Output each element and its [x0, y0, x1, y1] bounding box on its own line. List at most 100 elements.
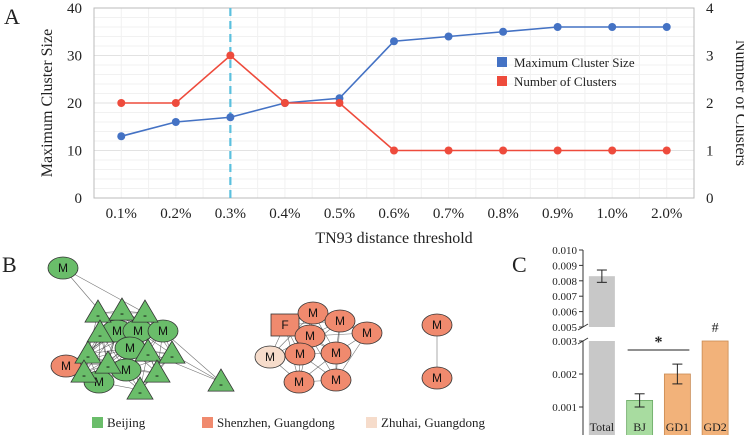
point-num-clusters: [499, 146, 508, 155]
panel-label-a: A: [4, 4, 20, 29]
significance-star: *: [655, 334, 663, 351]
node-shape: [147, 319, 179, 343]
legend-swatch-max-cluster: [497, 57, 507, 67]
axis-ticks: 0 10 20 30 40 0 1 2 3 4 0.1% 0.2% 0.3% 0.4% 0.5% 0.6% 0.…: [67, 1, 714, 222]
y-tick-label: 0: [75, 191, 83, 207]
node-label: M: [125, 341, 135, 355]
x-tick-label: Total: [590, 420, 615, 434]
legend-swatch-beijing: [92, 417, 103, 428]
point-num-clusters: [226, 51, 235, 60]
y-tick-label: 0.005: [552, 322, 577, 334]
point-max-cluster: [226, 113, 235, 122]
chart-series: [117, 23, 671, 155]
node-shape: [283, 370, 315, 394]
network-legend: Beijing Shenzhen, Guangdong Zhuhai, Guan…: [92, 415, 485, 430]
node-shape: [47, 256, 79, 280]
legend-label-shenzhen: Shenzhen, Guangdong: [217, 415, 335, 430]
y-axis-title: Maximum Cluster Size: [39, 29, 56, 177]
node-shape: [143, 359, 171, 383]
node-label: M: [61, 359, 71, 373]
node-label: M: [331, 346, 341, 360]
y-tick-label: 0.003: [552, 336, 577, 348]
node-label: -: [143, 308, 147, 322]
node-shape: [254, 345, 286, 369]
node-cluster1: -: [126, 376, 154, 400]
bar-chart-broken-axis: 0.0050.0060.0070.0080.0090.0100.0000.001…: [552, 245, 729, 435]
node-shape: [126, 376, 154, 400]
point-num-clusters: [608, 146, 617, 155]
node-cluster1: M: [147, 319, 179, 343]
node-label: M: [295, 347, 305, 361]
node-label: -: [138, 385, 142, 399]
node-shape: [297, 301, 329, 325]
node-shape: [134, 338, 162, 362]
node-label: -: [82, 368, 86, 382]
plot-frame: [93, 7, 695, 199]
node-shape: [284, 342, 316, 366]
x-tick-label: GD1: [666, 420, 689, 434]
node-cluster1: -: [134, 338, 162, 362]
x-tick-label: 0.9%: [542, 206, 573, 222]
node-shape: [94, 350, 122, 374]
network-edge: [62, 267, 146, 314]
x-tick-label: 0.4%: [269, 206, 300, 222]
bar: [588, 341, 615, 435]
node-cluster1: -: [207, 368, 235, 392]
node-shape: [320, 341, 352, 365]
x-tick-label: 0.2%: [160, 206, 191, 222]
node-label: M: [432, 371, 442, 385]
y2-tick-label: 4: [706, 1, 714, 17]
node-cluster2: M: [324, 309, 356, 333]
legend-label-zhuhai: Zhuhai, Guangdong: [381, 415, 485, 430]
node-shape: [421, 313, 453, 337]
y-tick-label: 0.009: [552, 260, 577, 272]
node-shape: [131, 299, 159, 323]
point-num-clusters: [335, 99, 344, 107]
node-cluster1: -: [131, 299, 159, 323]
y2-tick-label: 1: [706, 144, 714, 160]
node-label: -: [219, 377, 223, 391]
y-tick-label: 0.001: [552, 402, 577, 414]
y2-axis-title: Number of Clusters: [732, 40, 744, 166]
node-label: M: [362, 326, 372, 340]
point-num-clusters: [171, 99, 180, 107]
y-tick-label: 40: [67, 1, 82, 17]
node-label: -: [155, 368, 159, 382]
node-shape: [74, 340, 102, 364]
node-label: M: [432, 318, 442, 332]
node-cluster2: M: [320, 368, 352, 392]
node-shape: [84, 299, 112, 323]
node-cluster1: -: [158, 340, 186, 364]
node-label: M: [121, 363, 131, 377]
x-tick-label: 1.0%: [597, 206, 628, 222]
y-tick-label: 0.007: [552, 291, 577, 303]
node-cluster2: M: [297, 301, 329, 325]
y-tick-label: 20: [67, 96, 82, 112]
x-tick-label: 0.5%: [324, 206, 355, 222]
panel-label-b: B: [2, 252, 17, 277]
axis-break-mark: [577, 337, 589, 345]
node-label: -: [106, 359, 110, 373]
node-cluster1: -: [108, 297, 136, 321]
node-cluster1: M: [47, 256, 79, 280]
significance-hash: #: [712, 321, 719, 336]
point-max-cluster: [117, 132, 126, 141]
node-label: M: [158, 324, 168, 338]
node-label: M: [265, 350, 275, 364]
y2-tick-label: 2: [706, 96, 714, 112]
node-cluster1: -: [143, 359, 171, 383]
bar-upper-segment: [588, 276, 615, 327]
y2-tick-label: 3: [706, 49, 714, 65]
node-label: M: [335, 314, 345, 328]
y-tick-label: 10: [67, 144, 82, 160]
node-label: -: [170, 349, 174, 363]
x-tick-label: 0.1%: [106, 206, 137, 222]
legend-label-beijing: Beijing: [107, 415, 146, 430]
node-label: M: [305, 329, 315, 343]
y2-tick-label: 0: [706, 191, 714, 207]
node-cluster1: -: [86, 319, 114, 343]
axis-break-mark: [577, 323, 589, 331]
line-chart: 0 10 20 30 40 0 1 2 3 4 0.1% 0.2% 0.3% 0.4% 0.5% 0.6% 0.…: [39, 1, 744, 247]
y-tick-label: 0.006: [552, 307, 577, 319]
